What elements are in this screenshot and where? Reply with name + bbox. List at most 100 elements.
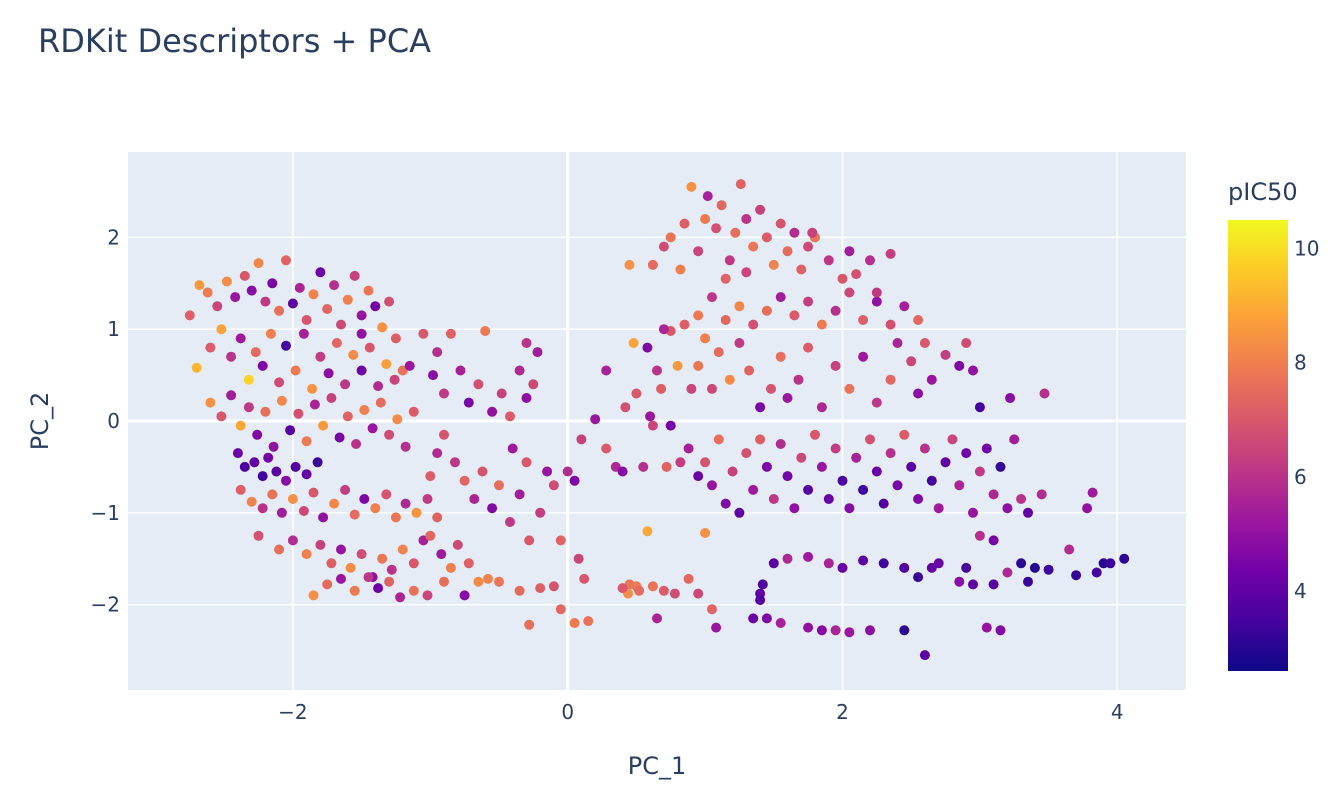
scatter-point: [267, 489, 278, 500]
scatter-point: [232, 448, 243, 459]
scatter-point: [439, 429, 449, 440]
scatter-point: [477, 466, 488, 477]
scatter-point: [521, 338, 532, 348]
scatter-point: [480, 326, 491, 336]
scatter-point: [672, 360, 683, 371]
scatter-point: [243, 374, 254, 385]
scatter-point: [858, 351, 869, 362]
scatter-point: [601, 365, 612, 376]
scatter-point: [775, 618, 786, 628]
scatter-point: [301, 436, 312, 447]
scatter-point: [351, 439, 362, 449]
scatter-point: [483, 573, 493, 584]
scatter-point: [452, 539, 463, 550]
scatter-point: [974, 530, 985, 541]
scatter-point: [205, 397, 216, 408]
scatter-point: [775, 351, 786, 362]
scatter-point: [878, 498, 889, 509]
scatter-point: [473, 379, 484, 390]
scatter-point: [287, 494, 298, 504]
scatter-point: [363, 285, 374, 296]
scatter-point: [858, 484, 869, 495]
scatter-point: [1091, 567, 1102, 578]
scatter-point: [885, 319, 896, 330]
scatter-point: [940, 349, 951, 360]
scatter-point: [707, 604, 717, 615]
chart-title: RDKit Descriptors + PCA: [38, 22, 431, 60]
scatter-point: [342, 294, 353, 305]
scatter-point: [844, 503, 855, 514]
scatter-point: [450, 457, 460, 468]
scatter-point: [226, 351, 237, 362]
scatter-point: [408, 558, 419, 569]
scatter-point: [583, 616, 594, 627]
scatter-point: [807, 227, 818, 238]
scatter-point: [906, 461, 917, 472]
scatter-point: [730, 227, 741, 238]
scatter-point: [555, 535, 566, 546]
scatter-point: [243, 402, 254, 413]
scatter-point: [748, 613, 759, 624]
scatter-point: [1082, 503, 1093, 514]
scatter-point: [363, 572, 374, 583]
scatter-point: [425, 530, 436, 541]
scatter-point: [1071, 570, 1082, 581]
scatter-point: [308, 590, 319, 601]
scatter-point: [661, 461, 672, 472]
scatter-point: [968, 507, 978, 518]
x-tick-label: 4: [1111, 700, 1124, 724]
scatter-point: [285, 425, 296, 436]
colorbar-tick-label: 6: [1294, 465, 1307, 489]
scatter-point: [439, 388, 449, 399]
scatter-point: [359, 494, 370, 504]
x-tick-label: 0: [561, 700, 574, 724]
scatter-point: [892, 338, 903, 348]
scatter-point: [906, 356, 917, 367]
scatter-point: [271, 466, 282, 477]
scatter-point: [761, 232, 772, 243]
scatter-point: [652, 365, 662, 376]
scatter-point: [981, 443, 992, 454]
scatter-point: [988, 579, 999, 590]
scatter-point: [899, 625, 910, 636]
scatter-point: [373, 381, 384, 392]
scatter-point: [844, 383, 855, 394]
scatter-point: [816, 625, 827, 636]
scatter-point: [315, 539, 326, 550]
scatter-point: [665, 232, 676, 243]
scatter-point: [858, 555, 869, 566]
scatter-point: [782, 553, 793, 564]
scatter-point: [425, 471, 436, 482]
scatter-point: [377, 322, 388, 333]
scatter-point: [377, 553, 388, 564]
scatter-point: [359, 405, 370, 415]
scatter-point: [221, 276, 232, 287]
scatter-point: [281, 255, 291, 266]
scatter-point: [235, 484, 246, 495]
scatter-point: [899, 562, 910, 573]
y-axis-ticks: −2 −1 0 1 2: [91, 225, 120, 616]
scatter-point: [693, 310, 704, 321]
scatter-point: [755, 595, 766, 605]
scatter-point: [679, 319, 690, 330]
scatter-point: [647, 581, 658, 592]
scatter-point: [647, 420, 658, 431]
scatter-point: [974, 402, 985, 413]
scatter-point: [926, 374, 937, 385]
scatter-point: [326, 558, 337, 569]
scatter-point: [1064, 544, 1075, 555]
scatter-point: [216, 324, 227, 335]
scatter-point: [851, 269, 862, 280]
scatter-point: [652, 613, 662, 624]
scatter-point: [505, 411, 515, 422]
scatter-point: [293, 408, 304, 419]
scatter-point: [250, 347, 261, 358]
scatter-point: [1009, 434, 1020, 445]
scatter-point: [823, 494, 834, 504]
scatter-point: [263, 452, 274, 463]
scatter-point: [367, 423, 378, 434]
scatter-point: [913, 494, 924, 504]
scatter-point: [720, 498, 731, 509]
scatter-point: [505, 517, 515, 527]
scatter-point: [389, 374, 400, 385]
